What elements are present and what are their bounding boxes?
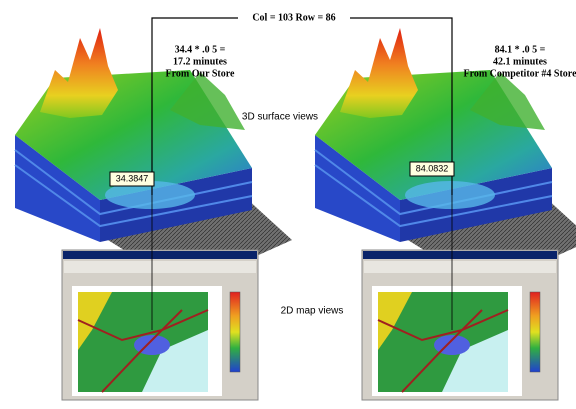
map-label: 2D map views [281,306,344,317]
right-map-window [361,249,559,401]
right-result: 42.1 minutes [493,56,547,67]
right-calc: 84.1 * .0 5 = [495,44,546,55]
surface-label: 3D surface views [242,112,318,123]
right-source: From Competitor #4 Store [463,68,576,79]
left-value: 34.3847 [116,173,149,183]
left-source: From Our Store [166,68,235,79]
left-result: 17.2 minutes [173,56,227,67]
left-value-box [109,171,155,187]
left-map-window [61,249,259,401]
title-bg [238,10,350,26]
right-value-box [409,161,455,177]
drop-line [151,195,453,330]
right-value: 84.0832 [416,163,449,173]
title: Col = 103 Row = 86 [252,12,335,23]
left-calc: 34.4 * .0 5 = [175,44,226,55]
left-surface [14,27,293,289]
